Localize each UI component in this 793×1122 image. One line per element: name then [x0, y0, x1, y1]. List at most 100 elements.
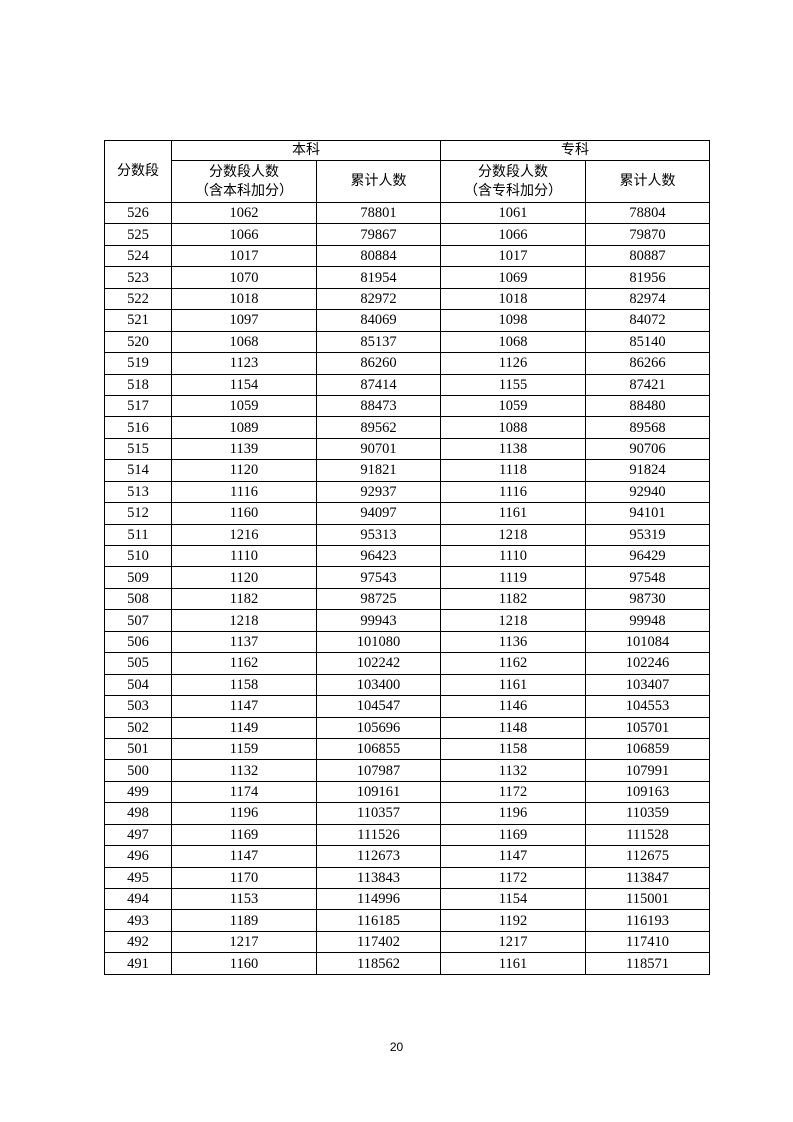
header-vocational: 专科 [440, 140, 710, 161]
undergrad-cumulative-cell: 81954 [316, 266, 441, 289]
vocational-count-cell: 1148 [440, 716, 586, 739]
vocational-cumulative-cell: 79870 [585, 223, 710, 246]
score-cell: 497 [104, 823, 172, 847]
vocational-cumulative-cell: 95319 [585, 523, 710, 547]
vocational-cumulative-cell: 84072 [585, 309, 710, 332]
undergrad-count-cell: 1154 [171, 373, 317, 396]
undergrad-cumulative-cell: 87414 [316, 373, 441, 396]
undergrad-count-cell: 1196 [171, 802, 317, 825]
vocational-count-cell: 1196 [440, 802, 586, 825]
undergrad-count-cell: 1153 [171, 887, 317, 911]
vocational-cumulative-cell: 82974 [585, 287, 710, 311]
vocational-cumulative-cell: 78804 [585, 201, 710, 225]
score-cell: 516 [104, 416, 172, 439]
table-row: 497 1169 111526 1169 111528 [104, 823, 710, 847]
table-row: 494 1153 114996 1154 115001 [104, 887, 710, 911]
vocational-cumulative-cell: 105701 [585, 716, 710, 739]
vocational-cumulative-cell: 98730 [585, 587, 710, 611]
vocational-cumulative-cell: 97548 [585, 566, 710, 589]
vocational-cumulative-cell: 86266 [585, 352, 710, 375]
score-cell: 509 [104, 566, 172, 589]
score-cell: 520 [104, 330, 172, 354]
undergrad-count-cell: 1169 [171, 823, 317, 847]
vocational-count-cell: 1061 [440, 201, 586, 225]
score-cell: 499 [104, 780, 172, 804]
undergrad-cumulative-cell: 102242 [316, 652, 441, 675]
vocational-cumulative-cell: 96429 [585, 544, 710, 568]
table-row: 491 1160 118562 1161 118571 [104, 952, 710, 975]
undergrad-cumulative-cell: 84069 [316, 309, 441, 332]
table-row: 526 1062 78801 1061 78804 [104, 201, 710, 225]
vocational-cumulative-cell: 88480 [585, 394, 710, 418]
header-vocational-count-note: （含专科加分） [464, 182, 562, 199]
vocational-cumulative-cell: 92940 [585, 480, 710, 504]
table-row: 517 1059 88473 1059 88480 [104, 394, 710, 418]
vocational-cumulative-cell: 89568 [585, 416, 710, 439]
table-row: 507 1218 99943 1218 99948 [104, 609, 710, 632]
vocational-count-cell: 1172 [440, 866, 586, 890]
undergrad-count-cell: 1182 [171, 587, 317, 611]
vocational-count-cell: 1118 [440, 459, 586, 482]
vocational-count-cell: 1182 [440, 587, 586, 611]
undergrad-count-cell: 1017 [171, 244, 317, 268]
undergrad-cumulative-cell: 92937 [316, 480, 441, 504]
score-cell: 519 [104, 352, 172, 375]
table-row: 503 1147 104547 1146 104553 [104, 695, 710, 718]
vocational-cumulative-cell: 116193 [585, 909, 710, 932]
table-row: 498 1196 110357 1196 110359 [104, 802, 710, 825]
undergrad-count-cell: 1123 [171, 352, 317, 375]
vocational-cumulative-cell: 91824 [585, 459, 710, 482]
vocational-cumulative-cell: 102246 [585, 652, 710, 675]
score-cell: 507 [104, 609, 172, 632]
score-cell: 503 [104, 695, 172, 718]
vocational-count-cell: 1098 [440, 309, 586, 332]
header-vocational-cumulative: 累计人数 [585, 160, 710, 203]
undergrad-cumulative-cell: 103400 [316, 673, 441, 697]
score-cell: 496 [104, 845, 172, 868]
vocational-count-cell: 1218 [440, 523, 586, 547]
score-cell: 518 [104, 373, 172, 396]
undergrad-cumulative-cell: 105696 [316, 716, 441, 739]
undergrad-cumulative-cell: 116185 [316, 909, 441, 932]
vocational-count-cell: 1017 [440, 244, 586, 268]
score-cell: 526 [104, 201, 172, 225]
header-undergrad: 本科 [171, 140, 441, 161]
score-cell: 525 [104, 223, 172, 246]
score-cell: 510 [104, 544, 172, 568]
table-row: 496 1147 112673 1147 112675 [104, 845, 710, 868]
table-row: 501 1159 106855 1158 106859 [104, 737, 710, 761]
vocational-cumulative-cell: 103407 [585, 673, 710, 697]
undergrad-cumulative-cell: 91821 [316, 459, 441, 482]
undergrad-cumulative-cell: 97543 [316, 566, 441, 589]
vocational-cumulative-cell: 109163 [585, 780, 710, 804]
table-row: 509 1120 97543 1119 97548 [104, 566, 710, 589]
undergrad-cumulative-cell: 89562 [316, 416, 441, 439]
table-row: 524 1017 80884 1017 80887 [104, 244, 710, 268]
undergrad-cumulative-cell: 117402 [316, 930, 441, 954]
vocational-count-cell: 1088 [440, 416, 586, 439]
vocational-cumulative-cell: 111528 [585, 823, 710, 847]
vocational-cumulative-cell: 94101 [585, 502, 710, 525]
table-row: 519 1123 86260 1126 86266 [104, 352, 710, 375]
score-cell: 512 [104, 502, 172, 525]
undergrad-cumulative-cell: 98725 [316, 587, 441, 611]
undergrad-count-cell: 1018 [171, 287, 317, 311]
header-vocational-count-label: 分数段人数 [478, 163, 548, 180]
score-cell: 493 [104, 909, 172, 932]
undergrad-cumulative-cell: 110357 [316, 802, 441, 825]
undergrad-cumulative-cell: 95313 [316, 523, 441, 547]
table-row: 502 1149 105696 1148 105701 [104, 716, 710, 739]
score-cell: 501 [104, 737, 172, 761]
undergrad-count-cell: 1160 [171, 952, 317, 975]
undergrad-cumulative-cell: 111526 [316, 823, 441, 847]
vocational-count-cell: 1154 [440, 887, 586, 911]
undergrad-cumulative-cell: 79867 [316, 223, 441, 246]
undergrad-cumulative-cell: 86260 [316, 352, 441, 375]
table-row: 511 1216 95313 1218 95319 [104, 523, 710, 547]
undergrad-count-cell: 1147 [171, 845, 317, 868]
table-row: 514 1120 91821 1118 91824 [104, 459, 710, 482]
score-cell: 504 [104, 673, 172, 697]
vocational-cumulative-cell: 104553 [585, 695, 710, 718]
score-cell: 506 [104, 630, 172, 654]
header-undergrad-cumulative: 累计人数 [316, 160, 441, 203]
